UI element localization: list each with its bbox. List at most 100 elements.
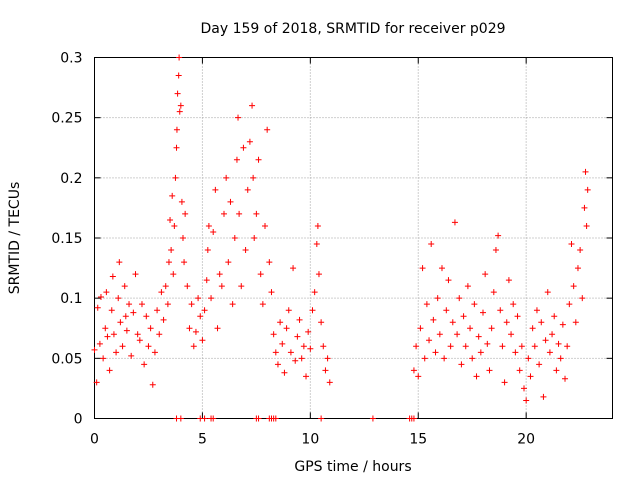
data-point xyxy=(244,186,251,193)
data-point xyxy=(182,210,189,217)
data-point xyxy=(320,343,327,350)
data-point xyxy=(490,289,497,296)
data-point xyxy=(318,415,325,422)
data-point xyxy=(315,271,322,278)
data-point xyxy=(141,361,148,368)
data-point xyxy=(313,241,320,248)
data-point xyxy=(117,319,124,326)
x-tick-label: 20 xyxy=(517,432,535,448)
data-point xyxy=(324,355,331,362)
data-point xyxy=(109,273,116,280)
data-point xyxy=(454,331,461,338)
data-point xyxy=(167,216,174,223)
data-point xyxy=(122,313,129,320)
data-point xyxy=(179,235,186,241)
data-point xyxy=(201,307,208,314)
data-point xyxy=(471,301,478,308)
data-point xyxy=(436,331,443,338)
data-point xyxy=(497,307,504,314)
data-point xyxy=(103,289,110,296)
data-point xyxy=(536,361,543,368)
data-point xyxy=(577,247,584,254)
data-point xyxy=(255,415,262,422)
data-point xyxy=(214,325,221,332)
data-point xyxy=(540,393,547,400)
data-point xyxy=(104,333,111,340)
data-point xyxy=(570,283,577,290)
data-point xyxy=(204,247,211,254)
data-point xyxy=(238,283,245,290)
data-point xyxy=(143,313,150,320)
data-point xyxy=(158,289,165,296)
data-point xyxy=(438,265,445,272)
data-point xyxy=(503,319,510,326)
data-point xyxy=(253,210,260,217)
data-point xyxy=(274,361,281,368)
data-point xyxy=(126,301,133,308)
data-point xyxy=(544,289,551,296)
data-point xyxy=(192,328,199,335)
data-point xyxy=(151,349,158,356)
data-point xyxy=(164,301,171,308)
data-point xyxy=(272,415,279,422)
data-point xyxy=(123,327,130,334)
x-tick-label: 5 xyxy=(198,432,207,448)
data-point xyxy=(132,271,139,278)
data-point xyxy=(199,337,206,344)
data-point xyxy=(246,138,253,145)
data-point xyxy=(201,415,208,422)
data-point xyxy=(456,295,463,302)
data-point xyxy=(531,343,538,350)
data-point xyxy=(492,247,499,254)
data-point xyxy=(307,345,314,352)
data-point xyxy=(510,301,517,308)
data-point xyxy=(113,349,120,356)
data-point xyxy=(314,222,321,229)
data-point xyxy=(154,307,161,314)
data-point xyxy=(249,102,256,109)
x-tick-label: 15 xyxy=(409,432,427,448)
data-point xyxy=(279,340,286,347)
data-point xyxy=(93,379,100,386)
data-point xyxy=(212,186,219,193)
data-point xyxy=(91,346,98,353)
data-point xyxy=(326,379,333,386)
data-point xyxy=(542,337,549,344)
data-point xyxy=(460,313,467,320)
axis-ticks: 0 0.05 0.1 0.15 0.2 0.25 0.3 0 5 10 15 20 xyxy=(51,51,613,448)
data-point xyxy=(464,283,471,290)
data-point xyxy=(218,283,225,290)
data-point xyxy=(568,241,575,248)
data-point xyxy=(549,331,556,338)
data-point xyxy=(518,343,525,350)
y-tick-label: 0.2 xyxy=(60,171,82,187)
data-point xyxy=(173,126,180,133)
data-point xyxy=(177,415,184,422)
data-point xyxy=(410,367,417,374)
data-point xyxy=(473,373,480,380)
data-point xyxy=(97,293,104,300)
data-points xyxy=(91,54,591,422)
data-point xyxy=(501,379,508,386)
data-point xyxy=(240,144,247,151)
data-point xyxy=(128,352,135,359)
data-point xyxy=(559,321,566,328)
data-point xyxy=(546,349,553,356)
data-point xyxy=(296,316,303,323)
data-point xyxy=(233,156,240,163)
data-point xyxy=(480,309,486,316)
data-point xyxy=(477,349,484,356)
data-point xyxy=(415,373,422,380)
data-point xyxy=(250,174,257,181)
data-point xyxy=(138,301,145,308)
data-point xyxy=(268,289,275,296)
data-point xyxy=(229,301,236,308)
data-point xyxy=(555,340,562,347)
data-point xyxy=(482,271,489,278)
data-point xyxy=(165,259,172,266)
data-point xyxy=(121,283,128,290)
data-point xyxy=(145,343,152,350)
data-point xyxy=(110,331,117,338)
data-point xyxy=(136,337,143,344)
data-point xyxy=(147,325,154,332)
